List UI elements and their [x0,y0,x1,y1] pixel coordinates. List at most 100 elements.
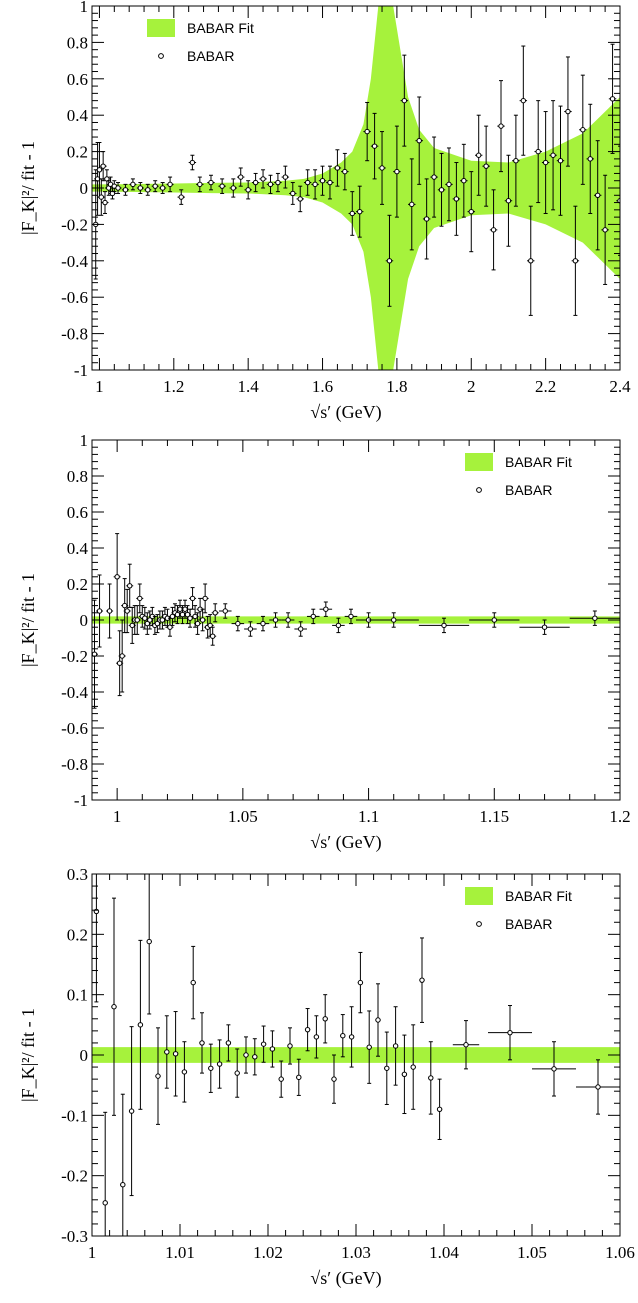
data-marker [172,1051,179,1057]
data-point [527,205,535,316]
data-marker [260,620,266,627]
data-marker [199,1040,205,1046]
data-marker [386,258,393,264]
x-tick-label: 1.06 [605,1243,635,1262]
data-point [341,152,349,191]
data-point [366,1010,372,1084]
data-point [519,45,528,156]
data-point [348,191,356,236]
data-point [126,563,134,608]
data-marker [106,608,113,614]
data-point [331,1054,337,1104]
data-marker [461,178,467,184]
data-point [128,1026,135,1197]
data-marker [260,1041,267,1047]
data-marker [164,1049,170,1055]
y-tick-label: 1 [80,431,89,450]
legend-band-label: BABAR Fit [505,454,572,470]
legend-points-label: BABAR [505,482,552,498]
data-marker [392,1043,399,1049]
y-tick-label: -0.8 [61,755,88,774]
y-tick-label: 0.4 [67,539,89,558]
data-point [375,983,381,1057]
data-points [92,43,620,316]
data-point [137,939,144,1110]
data-marker [340,1032,346,1039]
data-point [225,1024,232,1062]
x-tick-label: 1.05 [228,807,258,826]
data-marker [453,196,460,202]
data-marker [96,167,103,173]
y-tick-label: 0.2 [67,925,88,944]
data-point [188,154,197,171]
data-marker [541,624,548,630]
x-tick-label: 1 [88,1243,97,1262]
data-point [357,951,364,1014]
data-point [489,189,498,271]
data-marker [134,617,140,623]
data-marker [323,606,329,612]
data-marker [137,1022,144,1028]
x-tick-label: 1 [113,807,122,826]
data-marker [513,158,519,164]
data-point [191,605,199,628]
data-marker [438,187,445,193]
data-marker [269,1046,276,1052]
data-point [218,603,232,619]
data-point [430,136,438,218]
legend-points-marker [476,921,482,927]
data-points [93,874,620,1236]
data-point [512,114,520,207]
data-marker [297,626,304,632]
x-axis: 1 1.01 1.02 1.03 1.04 1.05 1.06 [88,874,635,1262]
data-point [102,1111,108,1236]
data-marker [252,1054,258,1060]
data-point [120,1093,126,1236]
data-point [194,612,202,635]
y-tick-label: 1 [80,0,89,16]
y-tick-label: 0.2 [67,575,88,594]
data-point [593,140,602,251]
x-tick-label: 2 [467,377,476,396]
data-marker [208,1065,214,1071]
data-marker [446,181,452,188]
data-point [209,626,217,646]
y-tick-label: -1 [74,361,88,380]
data-marker [550,152,556,158]
data-point [287,1027,293,1065]
data-point [419,937,425,1023]
data-point [244,180,252,200]
data-marker [357,979,364,986]
data-marker [199,617,206,623]
data-point [92,599,99,709]
data-marker [371,143,378,149]
y-tick-label: -0.8 [61,325,88,344]
data-point [190,945,196,1020]
data-marker [189,595,196,602]
chart-panel-3: -0.3-0.2-0.100.10.20.31 1.01 1.02 1.03 1.04 1… [18,865,635,1289]
data-point [103,169,111,189]
data-marker [364,128,370,135]
data-point [482,125,490,207]
data-point [121,183,129,196]
data-marker [565,108,571,115]
data-marker [111,1004,117,1010]
data-marker [137,595,143,602]
data-marker [127,583,133,589]
data-marker [187,615,193,621]
data-point [452,162,461,236]
data-marker [121,602,128,609]
data-point [368,612,419,628]
data-point [211,603,219,623]
data-marker [331,1076,337,1082]
data-marker [609,96,616,102]
data-marker [192,613,198,620]
data-point [571,205,580,316]
data-point [534,100,542,204]
data-marker [441,622,447,629]
data-marker [137,185,144,191]
data-point [311,169,319,200]
data-marker [401,97,408,104]
data-point [111,897,117,1116]
data-marker [491,617,497,623]
